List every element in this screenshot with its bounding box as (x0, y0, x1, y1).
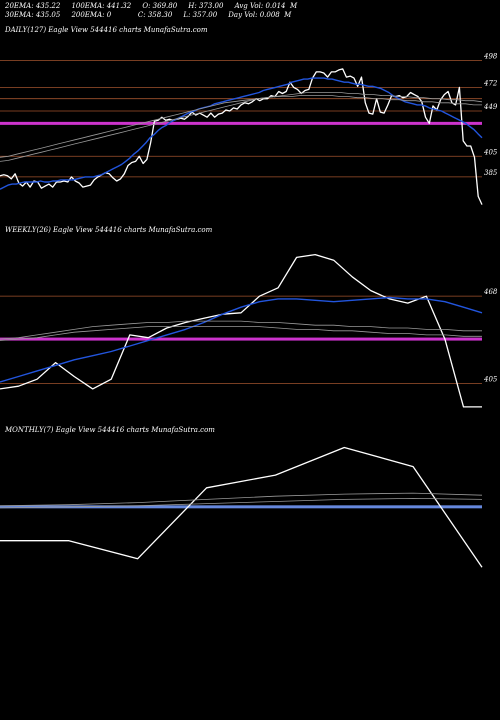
daily-y-tick-1: 472 (483, 79, 498, 87)
daily-y-tick-2: 449 (483, 103, 498, 111)
daily-ma-line-3 (0, 95, 482, 158)
header-line-1: 20EMA: 435.22 100EMA: 441.32 O: 369.80 H… (5, 2, 298, 10)
weekly-ema-line-1 (0, 296, 483, 383)
daily-magenta-band (0, 121, 482, 125)
weekly-ma-line-3 (0, 326, 482, 341)
monthly-blue-band (0, 505, 482, 509)
monthly-panel-label: MONTHLY(7) Eagle View 544416 charts Muna… (5, 426, 215, 434)
weekly-price-line-0 (0, 253, 482, 408)
monthly-price-line-0 (0, 446, 483, 568)
daily-y-tick-0: 498 (483, 53, 498, 61)
weekly-y-tick-0: 468 (483, 288, 498, 296)
daily-price-line-0 (0, 68, 483, 205)
header-line-2: 30EMA: 435.05 200EMA: 0 C: 358.30 L: 357… (5, 11, 292, 19)
weekly-magenta-band (0, 337, 482, 341)
weekly-ma-line-2 (0, 320, 482, 340)
monthly-ma-line-2 (0, 497, 483, 509)
weekly-panel-label: WEEKLY(26) Eagle View 544416 charts Muna… (5, 226, 213, 234)
monthly-ma-line-1 (0, 492, 483, 507)
daily-y-tick-4: 385 (484, 169, 498, 177)
daily-y-tick-3: 405 (483, 148, 498, 156)
daily-panel-label: DAILY(127) Eagle View 544416 charts Muna… (5, 26, 208, 34)
daily-ema-line-1 (0, 77, 483, 190)
daily-ma-line-2 (0, 92, 483, 162)
weekly-y-tick-1: 405 (483, 375, 498, 383)
